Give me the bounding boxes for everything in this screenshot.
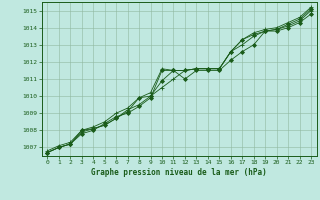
X-axis label: Graphe pression niveau de la mer (hPa): Graphe pression niveau de la mer (hPa) <box>91 168 267 177</box>
